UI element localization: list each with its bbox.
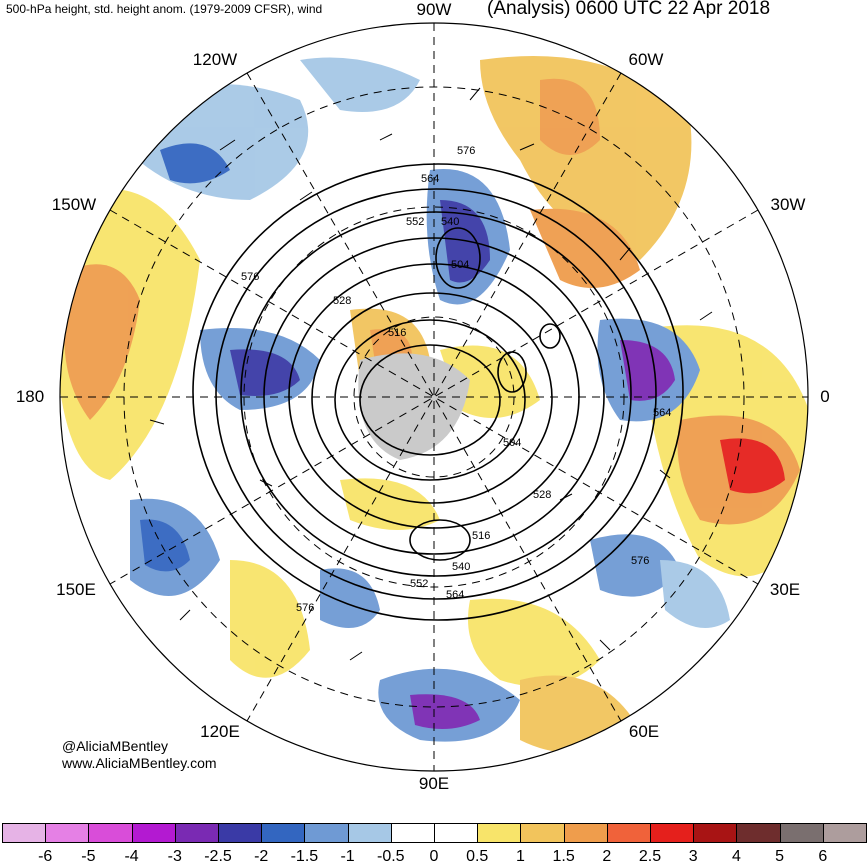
colorbar-cell bbox=[131, 823, 176, 843]
lon-label-150e: 150E bbox=[56, 580, 96, 599]
contour-label: 504 bbox=[451, 259, 469, 271]
anomaly-shading bbox=[60, 56, 808, 753]
colorbar-cell bbox=[693, 823, 738, 843]
contour-labels: 576 564 552 540 504 528 516 576 564 504 … bbox=[241, 145, 671, 614]
colorbar-cell bbox=[822, 823, 867, 843]
colorbar-cell bbox=[45, 823, 90, 843]
colorbar-label: -5 bbox=[81, 848, 96, 865]
lon-label-60w: 60W bbox=[628, 50, 664, 69]
colorbar-label: 0 bbox=[429, 848, 439, 865]
lon-label-120w: 120W bbox=[192, 50, 238, 69]
colorbar-label: -2 bbox=[254, 848, 269, 865]
graticule bbox=[60, 23, 808, 771]
colorbar-cell bbox=[304, 823, 349, 843]
contour-label: 516 bbox=[388, 327, 406, 339]
colorbar-label: 5 bbox=[775, 848, 785, 865]
contour-label: 576 bbox=[631, 555, 649, 567]
contour-label: 528 bbox=[333, 295, 351, 307]
colorbar-label: -2.5 bbox=[204, 848, 232, 865]
contour-label: 504 bbox=[503, 437, 521, 449]
colorbar-label: 6 bbox=[818, 848, 828, 865]
contour-label: 528 bbox=[533, 489, 551, 501]
colorbar-cell bbox=[520, 823, 565, 843]
contour-label: 552 bbox=[410, 578, 428, 590]
lon-label-120e: 120E bbox=[200, 722, 240, 741]
colorbar-label: -6 bbox=[38, 848, 53, 865]
lon-label-90w: 90W bbox=[416, 0, 452, 19]
contour-label: 576 bbox=[296, 602, 314, 614]
colorbar-cell bbox=[606, 823, 651, 843]
colorbar-cell bbox=[347, 823, 392, 843]
lon-label-150w: 150W bbox=[51, 195, 97, 214]
credit-handle: @AliciaMBentley bbox=[62, 738, 169, 754]
contour-label: 540 bbox=[452, 561, 470, 573]
colorbar-label: -1 bbox=[340, 848, 355, 865]
colorbar-label: -0.5 bbox=[377, 848, 405, 865]
colorbar-cell bbox=[736, 823, 781, 843]
colorbar-label: -1.5 bbox=[290, 848, 319, 865]
colorbar-cell bbox=[779, 823, 824, 843]
colorbar-cell bbox=[261, 823, 306, 843]
colorbar-label: -4 bbox=[124, 848, 139, 865]
valid-time-title: (Analysis) 0600 UTC 22 Apr 2018 bbox=[487, 0, 771, 19]
colorbar-label: 0.5 bbox=[466, 848, 489, 865]
lon-label-0: 0 bbox=[820, 387, 830, 406]
colorbar-cell bbox=[88, 823, 133, 843]
colorbar-label: -3 bbox=[167, 848, 182, 865]
colorbar-cell bbox=[2, 823, 47, 843]
colorbar-cell bbox=[477, 823, 522, 843]
colorbar-label: 2 bbox=[602, 848, 612, 865]
lon-label-180: 180 bbox=[15, 387, 45, 406]
contour-label: 540 bbox=[441, 216, 459, 228]
contour-label: 516 bbox=[472, 530, 490, 542]
colorbar-cell bbox=[434, 823, 479, 843]
colorbar-label: 3 bbox=[688, 848, 698, 865]
colorbar-cell bbox=[218, 823, 263, 843]
colorbar-cell bbox=[390, 823, 435, 843]
contour-label: 552 bbox=[406, 216, 424, 228]
lon-label-90e: 90E bbox=[418, 774, 450, 793]
colorbar-cell bbox=[563, 823, 608, 843]
lon-label-30e: 30E bbox=[769, 580, 801, 599]
credit-site: www.AliciaMBentley.com bbox=[62, 755, 217, 771]
colorbar-label: 2.5 bbox=[638, 848, 662, 865]
colorbar-cell bbox=[650, 823, 695, 843]
contour-label: 564 bbox=[653, 407, 671, 419]
lon-label-30w: 30W bbox=[770, 195, 806, 214]
colorbar-label: 1 bbox=[515, 848, 525, 865]
contour-label: 576 bbox=[457, 145, 475, 157]
colorbar-label: 1.5 bbox=[552, 848, 575, 865]
contour-label: 576 bbox=[241, 271, 259, 283]
colorbar-label: 4 bbox=[731, 848, 741, 865]
contour-label: 564 bbox=[446, 589, 464, 601]
colorbar-cell bbox=[174, 823, 219, 843]
map-title: 500-hPa height, std. height anom. (1979-… bbox=[6, 2, 323, 16]
lon-label-60e: 60E bbox=[628, 722, 660, 741]
contour-label: 564 bbox=[421, 173, 439, 185]
